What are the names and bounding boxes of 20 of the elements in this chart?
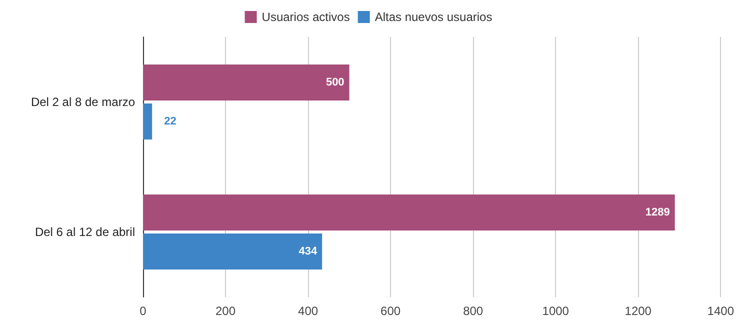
data-label: 500 bbox=[326, 76, 344, 89]
x-tick-label: 200 bbox=[216, 304, 236, 318]
bar bbox=[143, 103, 152, 140]
data-label: 22 bbox=[164, 115, 176, 128]
bar bbox=[143, 233, 322, 270]
x-tick-label: 400 bbox=[298, 304, 318, 318]
data-label: 434 bbox=[298, 245, 318, 258]
x-tick-label: 1000 bbox=[542, 304, 570, 318]
y-tick-label: Del 6 al 12 de abril bbox=[34, 225, 135, 239]
data-label: 1289 bbox=[645, 206, 670, 219]
legend-label: Altas nuevos usuarios bbox=[374, 10, 492, 24]
bar bbox=[143, 194, 675, 231]
bar bbox=[143, 64, 350, 101]
x-tick-label: 0 bbox=[140, 304, 147, 318]
x-tick-label: 1200 bbox=[624, 304, 652, 318]
x-tick-label: 1400 bbox=[707, 304, 734, 318]
x-tick-label: 800 bbox=[463, 304, 484, 318]
legend-label: Usuarios activos bbox=[262, 10, 350, 24]
x-tick-label: 600 bbox=[380, 304, 401, 318]
y-tick-label: Del 2 al 8 de marzo bbox=[30, 95, 136, 109]
